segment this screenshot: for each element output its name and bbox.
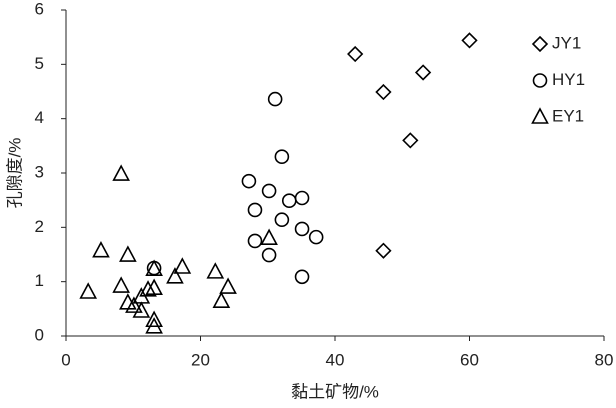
- x-tick-label: 60: [460, 350, 479, 369]
- point: [261, 247, 277, 263]
- point: [212, 291, 231, 309]
- y-tick-label: 3: [35, 162, 44, 181]
- point: [247, 202, 263, 218]
- point: [294, 190, 310, 206]
- legend-marker: [532, 73, 548, 88]
- y-tick-label: 1: [35, 271, 44, 290]
- point: [119, 293, 137, 310]
- legend-marker: [531, 107, 549, 124]
- point: [347, 45, 364, 63]
- point: [274, 149, 290, 164]
- point: [206, 262, 225, 279]
- point: [414, 64, 432, 81]
- point: [173, 257, 192, 274]
- point: [119, 245, 137, 262]
- point: [267, 91, 283, 107]
- x-tick-label: 80: [595, 350, 614, 369]
- x-tick-label: 0: [61, 350, 70, 369]
- point: [241, 173, 257, 189]
- x-axis-label: 黏土矿物/%: [291, 382, 379, 401]
- y-tick-label: 5: [35, 54, 44, 73]
- point: [125, 296, 143, 313]
- point: [247, 233, 263, 249]
- point: [219, 277, 237, 294]
- point: [461, 32, 478, 49]
- point: [294, 221, 310, 237]
- point: [112, 164, 130, 181]
- x-tick-label: 40: [326, 350, 345, 369]
- point: [375, 242, 392, 259]
- point: [112, 276, 130, 293]
- y-tick-label: 4: [35, 108, 44, 127]
- legend-label: HY1: [552, 70, 585, 89]
- legend-marker: [531, 35, 549, 53]
- point: [274, 212, 290, 228]
- point: [402, 132, 419, 149]
- y-tick-label: 2: [35, 217, 44, 236]
- point: [132, 301, 151, 318]
- point: [308, 229, 324, 245]
- point: [145, 259, 163, 276]
- y-tick-label: 6: [35, 0, 44, 18]
- y-axis-label: 孔隙度/%: [5, 138, 24, 209]
- point: [139, 280, 157, 297]
- x-tick-label: 20: [191, 350, 210, 369]
- point: [294, 269, 310, 285]
- point: [145, 278, 163, 295]
- point: [260, 228, 278, 245]
- point: [281, 193, 297, 209]
- y-tick-label: 0: [35, 325, 44, 344]
- point: [261, 183, 277, 199]
- point: [79, 282, 98, 299]
- point: [375, 83, 392, 101]
- point: [145, 317, 163, 334]
- point: [92, 241, 110, 258]
- legend-label: EY1: [552, 106, 584, 125]
- point: [166, 267, 184, 284]
- point: [145, 310, 163, 328]
- legend-label: JY1: [552, 33, 581, 52]
